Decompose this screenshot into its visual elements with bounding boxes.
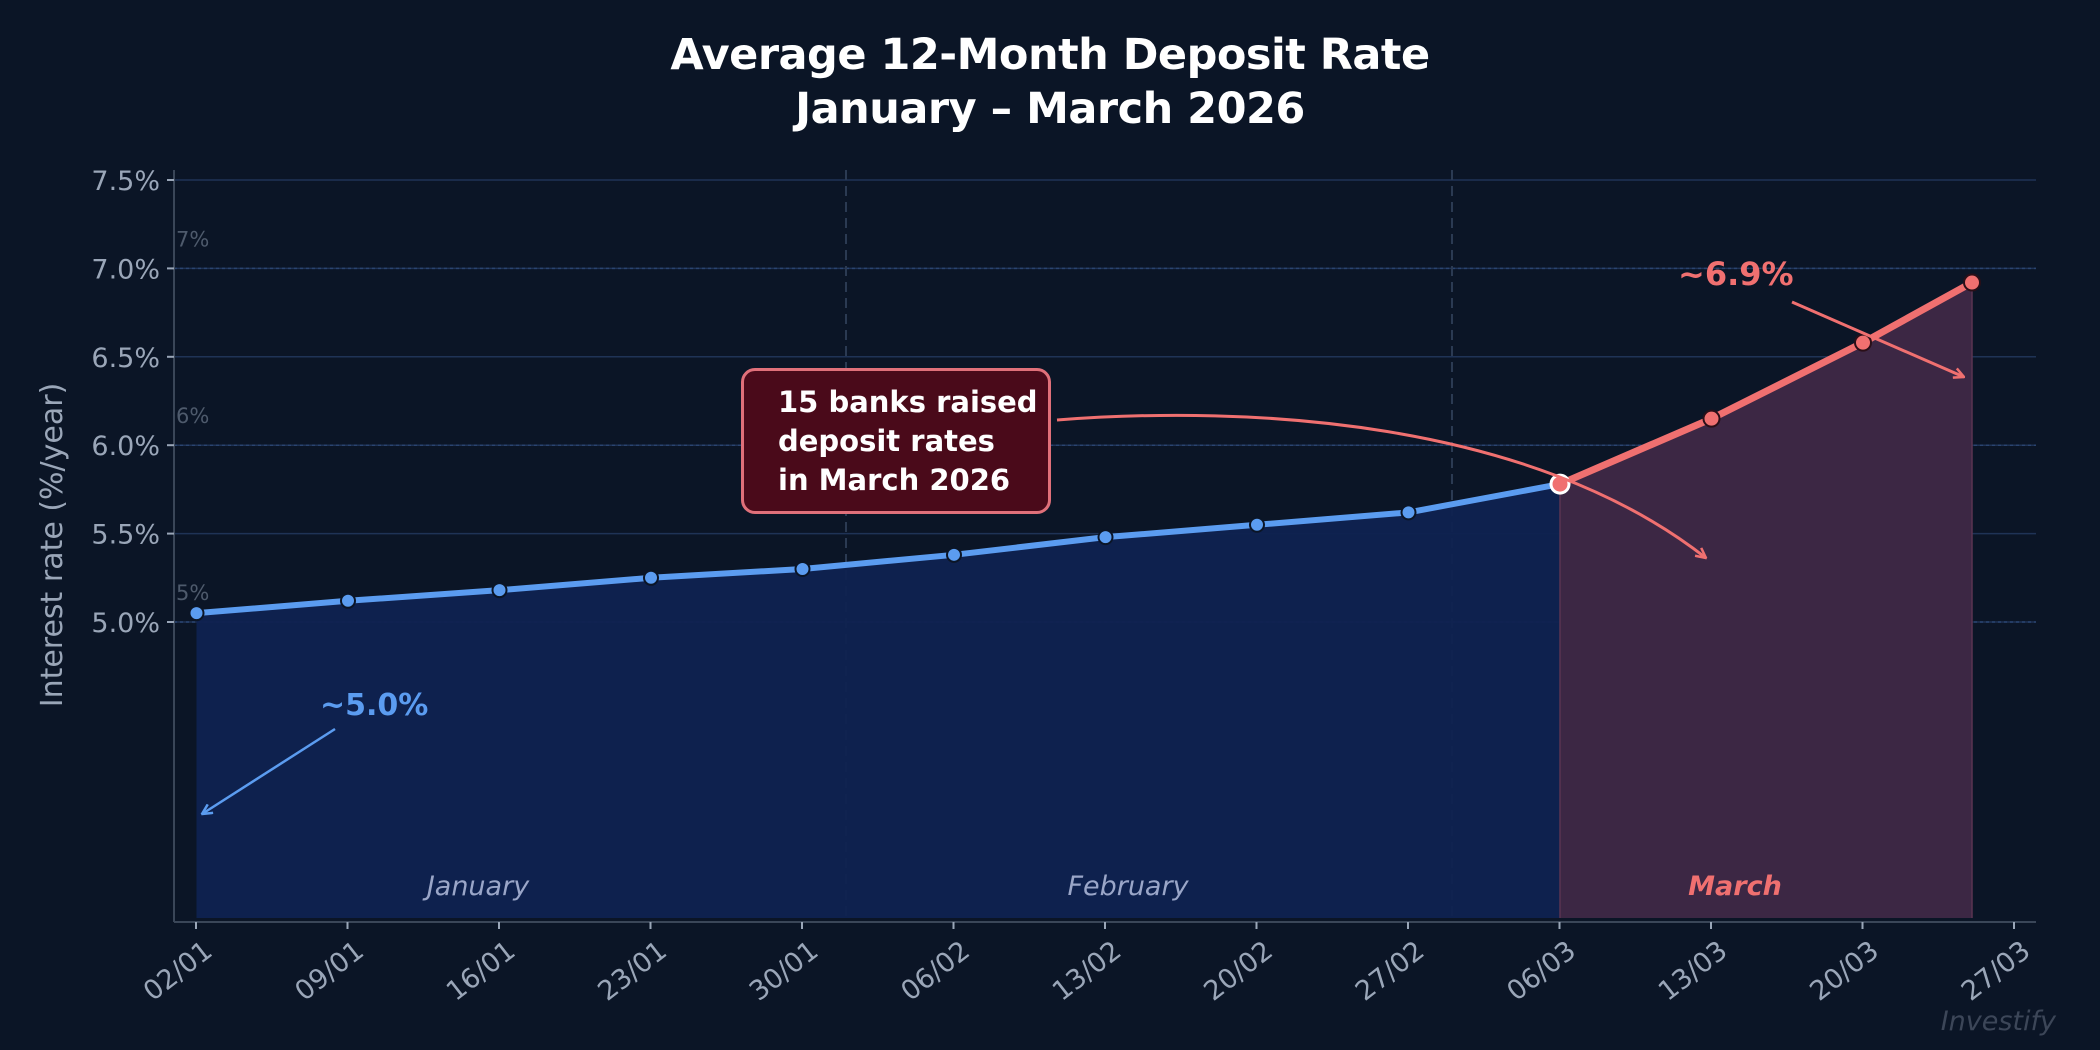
x-tick-label: 27/03 (1956, 935, 2036, 1007)
x-tick-label: 06/02 (895, 935, 975, 1007)
callout-box: 15 banks raised deposit rates in March 2… (741, 368, 1051, 514)
data-point (1097, 529, 1114, 546)
data-point (1249, 516, 1265, 533)
x-tick-label: 09/01 (289, 935, 369, 1007)
y-tick-label: 5.0% (91, 608, 160, 639)
chart-title: Average 12-Month Deposit Rate January – … (0, 28, 2100, 136)
x-tick-label: 16/01 (441, 935, 521, 1007)
title-line-1: Average 12-Month Deposit Rate (670, 30, 1430, 80)
callout-line-3: in March 2026 (778, 463, 1011, 497)
data-point (1400, 504, 1417, 521)
x-tick-label: 13/03 (1653, 935, 1733, 1007)
y-axis-label: Interest rate (%/year) (35, 383, 70, 708)
area-fill-march (1560, 282, 1972, 918)
line-march (1556, 279, 1976, 488)
x-tick-label: 23/01 (592, 935, 672, 1007)
title-line-2: January – March 2026 (795, 84, 1305, 134)
x-tick-label: 20/02 (1198, 935, 1278, 1007)
y-tick-label: 6.0% (91, 431, 160, 462)
reference-label: 7% (176, 227, 209, 251)
data-point (1963, 273, 1981, 292)
month-label-february: February (1067, 871, 1189, 902)
y-tick-label: 6.5% (91, 343, 160, 374)
x-tick-label: 13/02 (1047, 935, 1127, 1007)
data-point (946, 546, 962, 563)
data-point (794, 560, 811, 577)
x-tick-label: 20/03 (1804, 935, 1884, 1007)
reference-label: 6% (176, 404, 209, 428)
x-tick-label: 06/03 (1501, 935, 1581, 1007)
area-fill-jan-feb (196, 484, 1560, 918)
callout-arrow (1056, 413, 1706, 558)
annotation-start: ~5.0% (320, 688, 428, 723)
callout-line-1: 15 banks raised (778, 385, 1038, 419)
annotation-end-arrow (1791, 300, 1964, 377)
annotation-end: ~6.9% (1678, 255, 1794, 293)
y-tick-label: 7.5% (91, 166, 160, 197)
data-point (340, 592, 356, 609)
data-point (643, 569, 659, 586)
x-tick-label: 27/02 (1350, 935, 1430, 1007)
data-point (188, 605, 205, 622)
watermark: Investify (1941, 1006, 2057, 1037)
data-point (1854, 333, 1872, 352)
annotation-start-arrow (202, 727, 336, 814)
month-label-january: January (422, 871, 530, 902)
y-tick-label: 7.0% (91, 254, 160, 285)
x-tick-label: 02/01 (138, 935, 218, 1007)
month-label-march: March (1688, 871, 1782, 902)
reference-label: 5% (176, 581, 209, 605)
y-tick-label: 5.5% (91, 520, 160, 551)
x-tick-label: 30/01 (744, 935, 824, 1007)
callout-line-2: deposit rates (778, 424, 995, 458)
data-point (491, 582, 508, 599)
line-jan-feb (193, 481, 1563, 617)
data-point (1702, 409, 1721, 428)
